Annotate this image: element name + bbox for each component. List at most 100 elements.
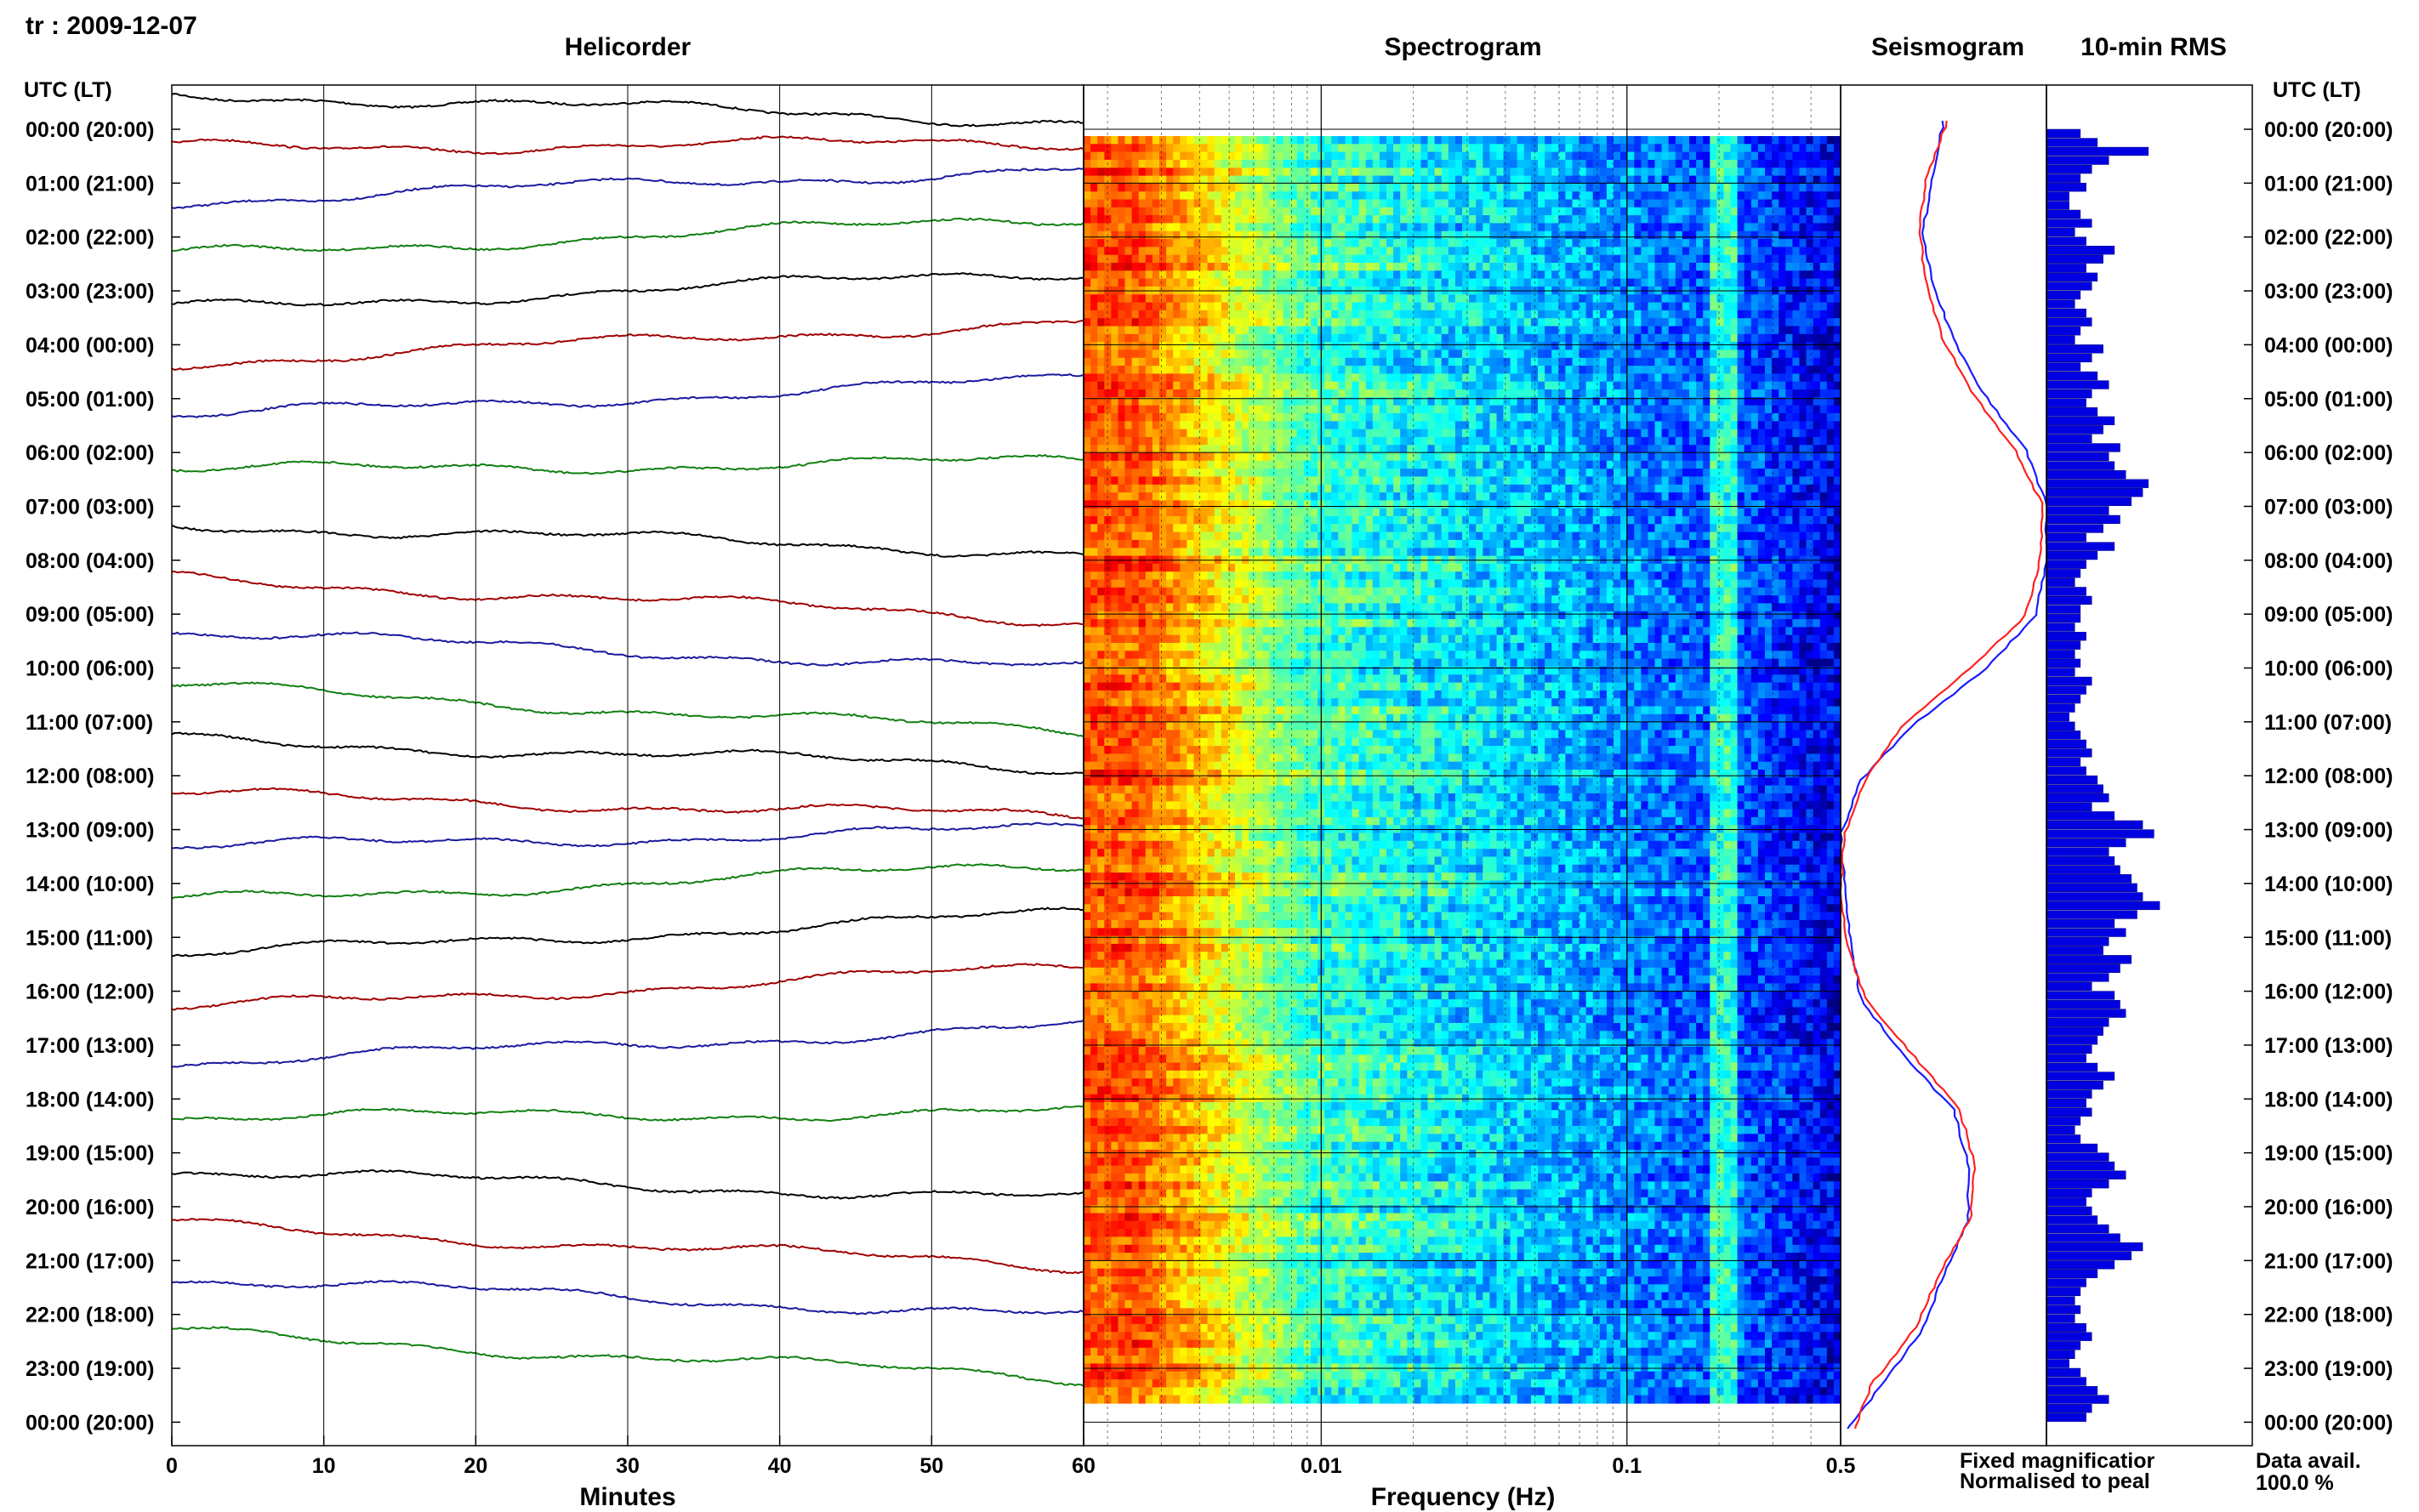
spectrogram-cell	[1510, 357, 1518, 367]
spectrogram-cell	[1269, 429, 1278, 438]
spectrogram-cell	[1427, 333, 1436, 343]
spectrogram-cell	[1696, 397, 1704, 406]
spectrogram-cell	[1084, 357, 1091, 367]
spectrogram-cell	[1730, 397, 1739, 406]
spectrogram-cell	[1737, 476, 1745, 486]
spectrogram-cell	[1414, 373, 1422, 383]
spectrogram-cell	[1358, 136, 1367, 145]
spectrogram-cell	[1627, 302, 1635, 311]
time-label-left: 18:00 (14:00)	[26, 1088, 154, 1111]
spectrogram-cell	[1214, 168, 1222, 177]
spectrogram-cell	[1311, 333, 1318, 343]
spectrogram-cell	[1668, 230, 1676, 240]
spectrogram-cell	[1365, 136, 1374, 145]
spectrogram-cell	[1331, 469, 1339, 477]
spectrogram-cell	[1180, 469, 1187, 477]
spectrogram-cell	[1572, 318, 1580, 327]
spectrogram-cell	[1221, 429, 1229, 438]
spectrogram-cell	[1483, 223, 1490, 232]
spectrogram-cell	[1710, 469, 1717, 477]
spectrogram-cell	[1744, 350, 1752, 359]
spectrogram-cell	[1819, 151, 1828, 161]
spectrogram-cell	[1111, 183, 1119, 192]
spectrogram-cell	[1311, 452, 1318, 462]
spectrogram-cell	[1806, 326, 1814, 335]
spectrogram-cell	[1379, 460, 1387, 469]
spectrogram-cell	[1819, 207, 1828, 216]
spectrogram-cell	[1606, 350, 1614, 359]
spectrogram-cell	[1227, 199, 1236, 208]
spectrogram-cell	[1476, 421, 1483, 430]
time-label-right: 15:00 (11:00)	[2264, 926, 2392, 950]
spectrogram-cell	[1675, 294, 1683, 304]
spectrogram-cell	[1269, 239, 1278, 247]
spectrogram-cell	[1648, 263, 1656, 271]
spectrogram-cell	[1496, 199, 1505, 208]
spectrogram-cell	[1710, 350, 1717, 359]
spectrogram-cell	[1311, 421, 1318, 430]
spectrogram-cell	[1675, 247, 1683, 256]
spectrogram-cell	[1358, 436, 1367, 446]
spectrogram-cell	[1545, 389, 1552, 398]
spectrogram-cell	[1523, 215, 1532, 224]
spectrogram-cell	[1173, 199, 1181, 208]
spectrogram-cell	[1420, 239, 1429, 247]
spectrogram-cell	[1489, 445, 1498, 454]
spectrogram-cell	[1565, 476, 1574, 486]
spectrogram-cell	[1627, 263, 1635, 271]
spectrogram-cell	[1338, 452, 1346, 462]
spectrogram-cell	[1689, 373, 1697, 383]
spectrogram-cell	[1131, 254, 1140, 264]
spectrogram-cell	[1084, 230, 1091, 240]
spectrogram-cell	[1558, 270, 1566, 280]
spectrogram-cell	[1765, 397, 1773, 406]
spectrogram-cell	[1124, 366, 1133, 374]
spectrogram-cell	[1180, 183, 1187, 192]
spectrogram-cell	[1427, 350, 1436, 359]
spectrogram-cell	[1627, 397, 1635, 406]
spectrogram-cell	[1152, 151, 1160, 161]
spectrogram-cell	[1434, 381, 1443, 390]
spectrogram-cell	[1483, 263, 1490, 271]
spectrogram-cell	[1558, 136, 1566, 145]
spectrogram-cell	[1269, 373, 1278, 383]
spectrogram-cell	[1668, 144, 1676, 153]
spectrogram-cell	[1173, 175, 1181, 185]
spectrogram-cell	[1503, 239, 1511, 247]
spectrogram-cell	[1538, 254, 1545, 264]
spectrogram-cell	[1138, 397, 1147, 406]
time-label-left: 05:00 (01:00)	[26, 388, 154, 412]
spectrogram-cell	[1118, 199, 1126, 208]
spectrogram-cell	[1654, 263, 1663, 271]
spectrogram-cell	[1214, 326, 1222, 335]
spectrogram-cell	[1819, 302, 1828, 311]
spectrogram-cell	[1276, 144, 1284, 153]
spectrogram-cell	[1159, 151, 1167, 161]
spectrogram-cell	[1200, 270, 1209, 280]
spectrogram-cell	[1448, 405, 1456, 414]
spectrogram-cell	[1269, 223, 1278, 232]
spectrogram-cell	[1262, 294, 1271, 304]
spectrogram-cell	[1813, 318, 1821, 327]
spectrogram-cell	[1558, 239, 1566, 247]
spectrogram-cell	[1138, 239, 1147, 247]
spectrogram-cell	[1187, 452, 1195, 462]
spectrogram-cell	[1737, 318, 1745, 327]
spectrogram-cell	[1765, 168, 1773, 177]
spectrogram-cell	[1826, 460, 1835, 469]
spectrogram-cell	[1097, 207, 1105, 216]
spectrogram-cell	[1434, 159, 1443, 168]
spectrogram-cell	[1483, 310, 1490, 319]
spectrogram-cell	[1792, 230, 1801, 240]
spectrogram-cell	[1276, 342, 1284, 350]
spectrogram-cell	[1414, 254, 1422, 264]
spectrogram-cell	[1634, 230, 1642, 240]
spectrogram-cell	[1289, 207, 1298, 216]
spectrogram-cell	[1427, 175, 1436, 185]
spectrogram-cell	[1675, 223, 1683, 232]
spectrogram-cell	[1538, 476, 1545, 486]
spectrogram-cell	[1242, 357, 1249, 367]
spectrogram-cell	[1180, 373, 1187, 383]
spectrogram-cell	[1483, 476, 1490, 486]
spectrogram-cell	[1283, 429, 1291, 438]
